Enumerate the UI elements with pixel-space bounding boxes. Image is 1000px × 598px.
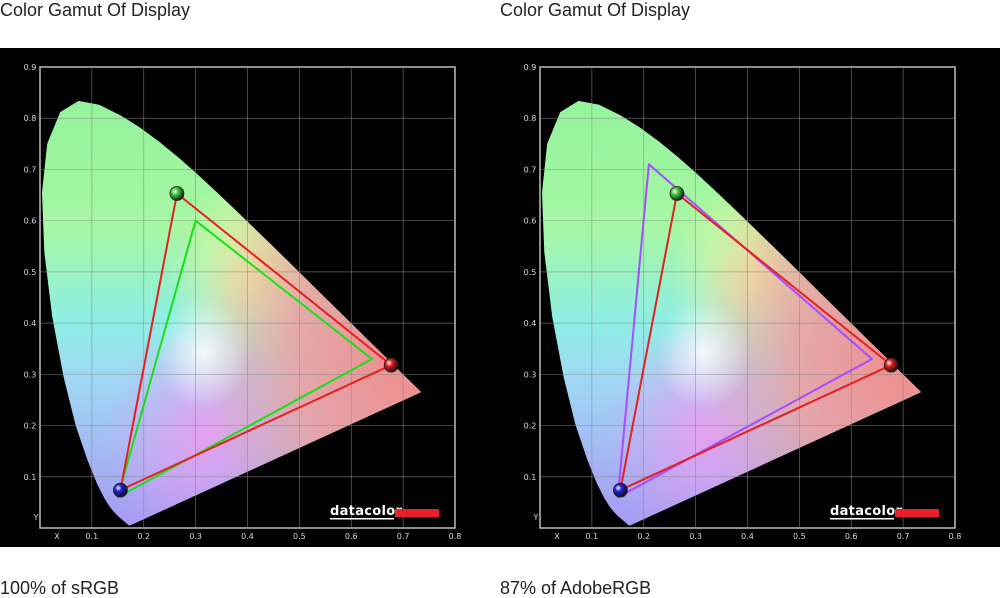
y-axis-label: Y	[33, 513, 39, 522]
y-tick-label: 0.2	[24, 422, 37, 431]
y-tick-label: 0.9	[524, 63, 537, 72]
y-tick-label: 0.8	[24, 114, 37, 123]
y-tick-label: 0.3	[524, 370, 537, 379]
gamut-chart-left: 0.1 0.2 0.3 0.4 0.5 0.6 0.7 0.8 0.1 0.2 0.3 0.4 0.5 0…	[0, 48, 500, 547]
gamut-chart-svg-left: 0.1 0.2 0.3 0.4 0.5 0.6 0.7 0.8 0.1 0.2 0.3 0.4 0.5 0…	[24, 63, 462, 541]
y-tick-label: 0.8	[524, 114, 537, 123]
x-tick-label: 0.6	[845, 532, 858, 541]
y-tick-label: 0.3	[24, 370, 37, 379]
x-tick-label: 0.8	[449, 532, 462, 541]
gamut-chart-svg-right: 0.1 0.2 0.3 0.4 0.5 0.6 0.7 0.8 0.1 0.2 0.3 0.4 0.5 0…	[524, 63, 962, 541]
x-axis-label: X	[54, 532, 60, 541]
x-tick-label: 0.1	[586, 532, 599, 541]
chart-title-left: Color Gamut Of Display	[0, 0, 191, 20]
x-tick-label: 0.8	[949, 532, 962, 541]
reference-gamut-triangle	[616, 163, 873, 499]
y-tick-label: 0.5	[24, 268, 37, 277]
y-tick-label: 0.6	[524, 217, 537, 226]
y-tick-label: 0.9	[24, 63, 37, 72]
gamut-chart-right: 0.1 0.2 0.3 0.4 0.5 0.6 0.7 0.8 0.1 0.2 0.3 0.4 0.5 0…	[500, 48, 1000, 547]
y-tick-label: 0.1	[24, 473, 37, 482]
x-tick-label: 0.4	[741, 532, 754, 541]
x-tick-label: 0.6	[345, 532, 358, 541]
y-tick-label: 0.7	[24, 165, 37, 174]
red-primary-marker	[883, 357, 899, 373]
measured-gamut-triangle	[619, 192, 893, 492]
green-primary-marker	[669, 186, 685, 201]
y-tick-label: 0.4	[524, 319, 537, 328]
gamut-caption-right: 87% of AdobeRGB	[500, 578, 652, 598]
datacolor-logo: datacolor	[330, 504, 439, 520]
x-tick-label: 0.2	[137, 532, 150, 541]
x-tick-label: 0.3	[689, 532, 702, 541]
y-axis-label: Y	[533, 513, 539, 522]
svg-text:datacolor: datacolor	[330, 504, 402, 519]
x-tick-label: 0.2	[637, 532, 650, 541]
y-tick-label: 0.7	[524, 165, 537, 174]
green-primary-marker	[169, 186, 185, 201]
y-tick-label: 0.6	[24, 217, 37, 226]
x-tick-label: 0.7	[897, 532, 910, 541]
x-tick-label: 0.7	[397, 532, 410, 541]
x-tick-label: 0.5	[293, 532, 306, 541]
cie-horseshoe	[42, 100, 422, 526]
cie-horseshoe	[542, 100, 922, 526]
x-tick-label: 0.3	[189, 532, 202, 541]
red-primary-marker	[383, 357, 399, 373]
svg-text:datacolor: datacolor	[830, 504, 902, 519]
reference-gamut-triangle	[116, 219, 373, 499]
y-tick-label: 0.5	[524, 268, 537, 277]
y-tick-label: 0.4	[24, 319, 37, 328]
chart-title-right: Color Gamut Of Display	[500, 0, 691, 20]
x-axis-label: X	[554, 532, 560, 541]
blue-primary-marker	[613, 482, 628, 498]
datacolor-logo: datacolor	[830, 504, 939, 520]
x-tick-label: 0.1	[86, 532, 99, 541]
measured-gamut-triangle	[119, 192, 393, 492]
blue-primary-marker	[113, 482, 128, 498]
x-tick-label: 0.5	[793, 532, 806, 541]
x-tick-label: 0.4	[241, 532, 254, 541]
y-tick-label: 0.2	[524, 422, 537, 431]
gamut-caption-left: 100% of sRGB	[0, 578, 120, 598]
y-tick-label: 0.1	[524, 473, 537, 482]
